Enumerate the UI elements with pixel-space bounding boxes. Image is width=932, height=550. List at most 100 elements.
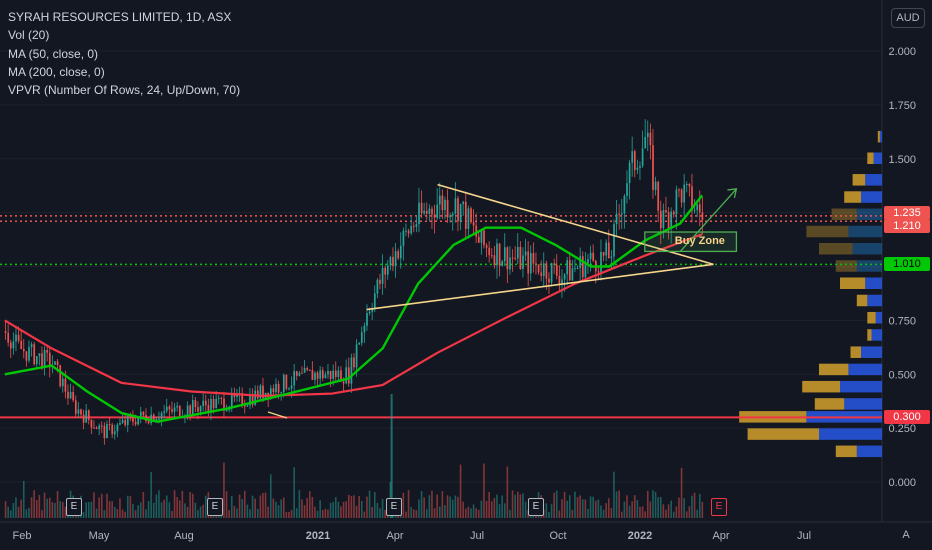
- candle-body: [176, 405, 179, 408]
- candle-body: [680, 189, 683, 203]
- candle-body: [111, 424, 114, 435]
- volume-bar: [46, 498, 48, 518]
- volume-bar: [98, 497, 100, 518]
- indicator-volume[interactable]: Vol (20): [8, 28, 50, 43]
- volume-bar: [197, 510, 199, 518]
- earnings-marker[interactable]: E: [207, 498, 223, 516]
- candle-body: [9, 342, 12, 349]
- volume-bar: [56, 490, 59, 518]
- volume-bar: [454, 495, 457, 518]
- candle-body: [618, 213, 621, 215]
- candle-body: [467, 208, 470, 229]
- candle-body: [641, 148, 644, 166]
- indicator-ma200[interactable]: MA (200, close, 0): [8, 64, 105, 79]
- volume-bar: [334, 497, 337, 518]
- candle-body: [95, 427, 98, 430]
- indicator-vpvr[interactable]: VPVR (Number Of Rows, 24, Up/Down, 70): [8, 83, 241, 98]
- volume-bar: [238, 494, 241, 518]
- volume-bar: [451, 499, 454, 518]
- volume-bar: [54, 502, 56, 518]
- candle-body: [654, 181, 657, 190]
- volume-bar: [30, 497, 33, 518]
- volume-bar: [168, 502, 171, 518]
- candle-body: [108, 424, 111, 426]
- candle-body: [633, 151, 636, 170]
- candle-body: [280, 392, 283, 394]
- candle-body: [215, 398, 218, 409]
- volume-bar: [38, 494, 41, 518]
- candle-body: [490, 255, 493, 257]
- auto-scale-button[interactable]: A: [902, 529, 910, 541]
- earnings-marker-future[interactable]: E: [711, 498, 727, 516]
- volume-bar: [480, 500, 483, 518]
- volume-bar: [139, 502, 142, 518]
- candle-body: [334, 370, 337, 377]
- volume-bar: [163, 499, 165, 518]
- candle-body: [672, 211, 675, 215]
- volume-bar: [363, 511, 366, 518]
- volume-bar: [360, 501, 363, 518]
- volume-bar: [600, 505, 602, 518]
- candle-body: [602, 251, 605, 256]
- volume-bar: [126, 495, 129, 518]
- candle-body: [498, 243, 501, 266]
- candle-body: [566, 260, 569, 275]
- earnings-marker[interactable]: E: [386, 498, 402, 516]
- candle-body: [147, 421, 150, 424]
- candle-body: [17, 334, 20, 341]
- volume-bar: [626, 495, 628, 518]
- chart-title[interactable]: SYRAH RESOURCES LIMITED, 1D, ASX: [8, 10, 232, 24]
- volume-bar: [488, 491, 490, 518]
- candle-body: [158, 418, 160, 420]
- candle-body: [688, 184, 691, 187]
- volume-bar: [571, 509, 574, 518]
- buy-zone-label: Buy Zone: [675, 235, 725, 247]
- candle-body: [441, 195, 444, 211]
- candle-body: [217, 397, 220, 399]
- volume-bar: [340, 506, 342, 518]
- volume-bar: [64, 506, 67, 518]
- volume-bar: [524, 501, 527, 518]
- currency-badge[interactable]: AUD: [891, 8, 925, 28]
- candle-body: [246, 405, 249, 407]
- vpvr-up-bar: [865, 174, 882, 186]
- vpvr-down-bar: [806, 225, 849, 238]
- volume-bar: [246, 504, 249, 518]
- volume-bar: [262, 492, 264, 518]
- volume-bar: [678, 497, 680, 518]
- candle-body: [64, 378, 67, 392]
- volume-bar: [623, 501, 626, 518]
- volume-bar: [701, 501, 704, 518]
- volume-bar: [485, 500, 488, 518]
- candle-body: [574, 268, 576, 270]
- candle-body: [477, 236, 480, 243]
- candle-body: [197, 407, 199, 412]
- time-axis-label: Jul: [797, 530, 811, 542]
- candle-body: [152, 414, 155, 421]
- volume-bar: [241, 499, 243, 518]
- volume-bar: [147, 501, 150, 518]
- volume-bar: [665, 509, 667, 518]
- candle-body: [626, 183, 628, 196]
- volume-bar: [589, 496, 592, 518]
- earnings-marker[interactable]: E: [66, 498, 82, 516]
- volume-bar: [132, 504, 134, 518]
- volume-bar: [470, 508, 472, 518]
- candle-body: [173, 407, 176, 412]
- volume-bar: [376, 502, 379, 518]
- volume-bar: [613, 471, 615, 518]
- earnings-marker[interactable]: E: [528, 498, 544, 516]
- vpvr-down-bar: [835, 445, 857, 458]
- candle-body: [41, 353, 43, 369]
- volume-bar: [303, 505, 306, 518]
- volume-bar: [142, 492, 145, 518]
- candle-body: [402, 230, 405, 246]
- candle-body: [587, 259, 589, 264]
- volume-bar: [171, 510, 173, 518]
- indicator-ma50[interactable]: MA (50, close, 0): [8, 46, 99, 61]
- volume-bar: [662, 504, 665, 518]
- candle-body: [314, 372, 316, 380]
- candle-body: [615, 213, 618, 225]
